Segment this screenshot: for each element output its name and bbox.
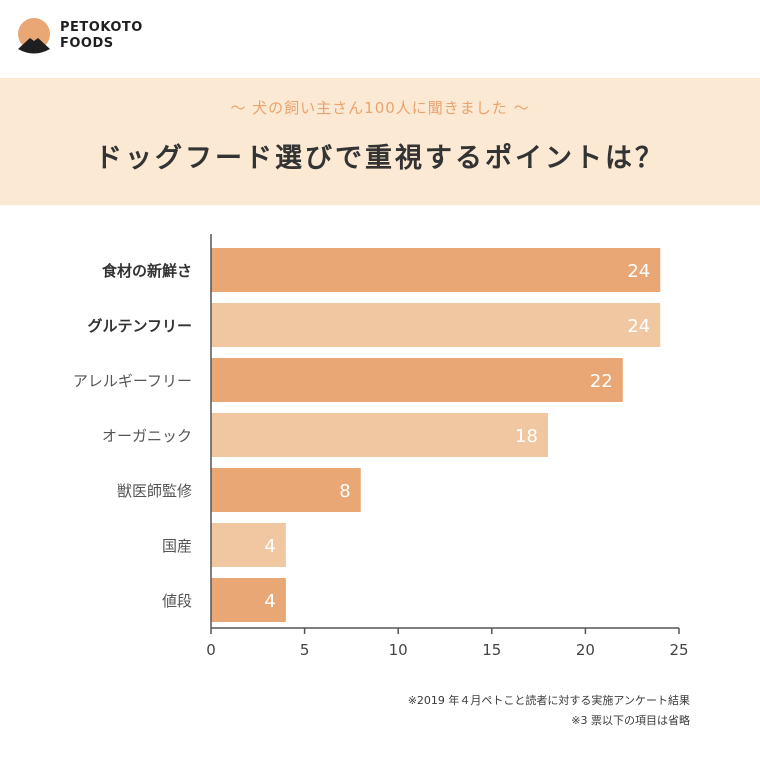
data-label-6: 4 (264, 591, 275, 612)
data-label-3: 18 (515, 426, 538, 447)
x-tick-label-0: 0 (206, 641, 216, 659)
category-label-3: オーガニック (102, 427, 192, 445)
bar-6 (211, 578, 286, 622)
x-tick-label-5: 25 (669, 641, 688, 659)
category-label-6: 値段 (162, 592, 192, 610)
brand-name-line1: PETOKOTO (60, 20, 143, 35)
bar-1 (211, 303, 661, 347)
chart-title: ドッグフード選びで重視するポイントは？ (95, 143, 665, 174)
data-label-0: 24 (627, 261, 650, 282)
data-label-4: 8 (339, 481, 350, 502)
data-label-1: 24 (627, 316, 650, 337)
category-label-2: アレルギーフリー (73, 372, 192, 390)
title-banner: 〜 犬の飼い主さん100人に聞きました 〜 ドッグフード選びで重視するポイントは… (0, 78, 760, 205)
brand-logo: PETOKOTO FOODS (16, 16, 143, 56)
bar-0 (211, 248, 661, 292)
mountain-logo-icon (18, 18, 50, 54)
chart-subtitle: 〜 犬の飼い主さん100人に聞きました 〜 (230, 99, 530, 117)
brand-name: PETOKOTO FOODS (60, 20, 143, 52)
category-label-4: 獣医師監修 (117, 482, 192, 500)
survey-note: ※2019 年４月ペトこと読者に対する実施アンケート結果 (407, 694, 690, 707)
brand-name-line2: FOODS (60, 36, 114, 51)
x-tick-label-3: 15 (482, 641, 501, 659)
category-label-0: 食材の新鮮さ (102, 262, 192, 280)
data-label-2: 22 (590, 371, 613, 392)
data-label-5: 4 (264, 536, 275, 557)
bar-3 (211, 413, 548, 457)
x-tick-label-2: 10 (389, 641, 408, 659)
omission-note: ※3 票以下の項目は省略 (571, 714, 690, 727)
x-tick-label-1: 5 (300, 641, 310, 659)
category-label-1: グルテンフリー (87, 317, 192, 335)
bar-2 (211, 358, 623, 402)
category-label-5: 国産 (162, 537, 192, 555)
x-tick-label-4: 20 (576, 641, 595, 659)
bar-5 (211, 523, 286, 567)
bar-chart: 24 食材の新鮮さ 24 グルテンフリー 22 アレルギーフリー 18 オーガニック 8 獣医師監… (73, 234, 689, 659)
bar-4 (211, 468, 361, 512)
